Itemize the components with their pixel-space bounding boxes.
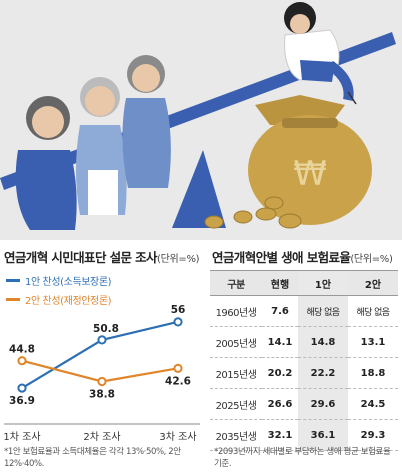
table-row: 2025년생 26.6 29.6 24.5 [210,388,398,420]
data-point-series2 [97,376,107,387]
x-tick-label: 1차 조사 [3,431,40,443]
data-label-series1: 36.9 [9,395,35,407]
table-cell-plan1: 해당 없음 [298,295,348,327]
table-header-plan1: 1안 [298,270,348,296]
survey-unit: (단위=%) [156,254,200,265]
data-point-series1 [173,317,183,327]
table-cell-plan1: 29.6 [298,388,348,420]
table-cell-current: 7.6 [262,295,298,327]
data-label-series2: 42.6 [165,375,191,387]
table-row: 2005년생 14.1 14.8 13.1 [210,326,398,358]
data-point-series1 [97,335,107,345]
legend-swatch-plan2 [6,298,20,301]
premium-title: 연금개혁안별 생애 보험료율(단위=%) [212,247,393,266]
table-header-current: 현행 [262,270,298,296]
x-tick-label: 2차 조사 [83,431,120,443]
premium-footnote: *2093년까지 세대별로 부담하는 생애 평균 보험료율 기준. [214,447,391,469]
table-cell-plan2: 29.3 [348,419,398,451]
table-row: 1960년생 7.6 해당 없음 해당 없음 [210,295,398,327]
legend-item-plan2: 2안 찬성(재정안정론) [6,292,112,307]
data-point-series1 [17,383,27,393]
table-header-row: 구분 현행 1안 2안 [210,270,398,296]
table-cell-current: 20.2 [262,357,298,389]
table-cell-cohort: 2035년생 [210,419,262,451]
table-row: 2015년생 20.2 22.2 18.8 [210,357,398,389]
legend-swatch-plan1 [6,279,20,282]
table-cell-cohort: 1960년생 [210,295,262,327]
elderly-people-figures [15,55,171,230]
table-cell-plan2: 13.1 [348,326,398,358]
premium-title-text: 연금개혁안별 생애 보험료율 [212,250,351,265]
table-cell-plan2: 24.5 [348,388,398,420]
coins-icon [204,196,302,229]
table-cell-cohort: 2015년생 [210,357,262,389]
table-cell-plan2: 18.8 [348,357,398,389]
legend-label-plan1: 1안 찬성(소득보장론) [25,277,112,288]
table-cell-plan1: 36.1 [298,419,348,451]
table-row: 2035년생 32.1 36.1 29.3 [210,419,398,451]
premium-table: 구분 현행 1안 2안 1960년생 7.6 해당 없음 해당 없음 2005년… [210,270,398,451]
survey-line-chart: 36.9 50.8 56 44.8 38.8 42.6 1차 조사 2차 조사 3차 조사 [3,304,200,443]
data-label-series1: 50.8 [93,323,119,335]
x-tick-label: 3차 조사 [159,431,196,443]
data-label-series2: 44.8 [9,344,35,356]
young-person-figure [284,2,357,105]
table-header-category: 구분 [210,270,262,296]
data-point-series2 [17,356,27,366]
table-cell-current: 32.1 [262,419,298,451]
data-label-series1: 56 [171,304,186,316]
premium-unit: (단위=%) [350,254,393,265]
data-point-series2 [173,363,183,373]
table-cell-cohort: 2025년생 [210,388,262,420]
legend-label-plan2: 2안 찬성(재정안정론) [25,296,112,307]
table-cell-plan1: 22.2 [298,357,348,389]
table-cell-current: 14.1 [262,326,298,358]
survey-title: 연금개혁 시민대표단 설문 조사(단위=%) [4,247,200,266]
table-cell-cohort: 2005년생 [210,326,262,358]
table-cell-plan1: 14.8 [298,326,348,358]
legend-item-plan1: 1안 찬성(소득보장론) [6,273,112,288]
table-cell-plan2: 해당 없음 [348,295,398,327]
survey-footnote: *1안 보험료율과 소득대체율은 각각 13%·50%, 2안 12%·40%. [4,447,181,469]
table-cell-current: 26.6 [262,388,298,420]
survey-title-text: 연금개혁 시민대표단 설문 조사 [4,250,158,265]
data-label-series2: 38.8 [89,388,115,400]
table-header-plan2: 2안 [348,270,398,296]
seesaw-illustration: ₩ [0,0,402,240]
svg-text:₩: ₩ [293,154,327,194]
seesaw-fulcrum [172,150,226,228]
